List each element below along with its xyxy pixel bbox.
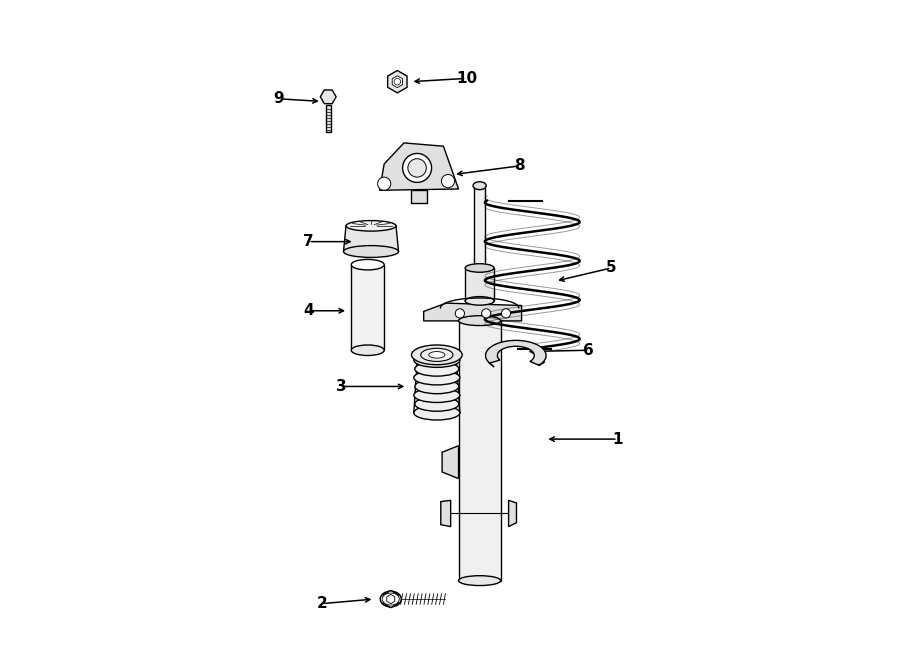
Text: 7: 7 [303,234,314,249]
Ellipse shape [465,297,494,305]
Text: 4: 4 [303,303,314,318]
Ellipse shape [382,593,400,605]
Polygon shape [320,90,336,104]
Text: 5: 5 [606,260,616,276]
Ellipse shape [346,221,396,231]
Text: 8: 8 [514,159,525,173]
Ellipse shape [459,576,500,586]
Text: 3: 3 [336,379,346,394]
Text: 2: 2 [316,596,327,611]
Ellipse shape [473,182,486,190]
Ellipse shape [414,388,460,403]
FancyBboxPatch shape [459,321,500,580]
Circle shape [408,159,427,177]
Text: 9: 9 [274,91,284,106]
Polygon shape [392,76,402,88]
Ellipse shape [465,264,494,272]
Circle shape [455,309,464,318]
Ellipse shape [414,370,460,385]
Polygon shape [388,71,407,93]
Polygon shape [485,340,546,366]
FancyBboxPatch shape [474,186,485,268]
FancyBboxPatch shape [351,264,384,350]
Ellipse shape [420,348,453,362]
Ellipse shape [415,379,459,394]
Polygon shape [508,500,517,527]
Ellipse shape [351,345,384,356]
Circle shape [378,177,391,190]
Circle shape [501,309,510,318]
Ellipse shape [459,316,500,326]
FancyBboxPatch shape [326,104,331,132]
Circle shape [441,175,454,188]
Text: 10: 10 [456,71,477,86]
Polygon shape [442,446,459,479]
Polygon shape [424,303,522,321]
Circle shape [482,309,490,318]
Ellipse shape [428,352,445,358]
Ellipse shape [351,259,384,270]
Text: 1: 1 [613,432,623,447]
Ellipse shape [414,406,460,420]
Circle shape [394,79,400,85]
Polygon shape [387,594,395,603]
Ellipse shape [380,591,401,607]
Polygon shape [441,500,451,527]
Text: 6: 6 [583,343,594,358]
FancyBboxPatch shape [465,268,494,301]
Ellipse shape [411,345,463,365]
Ellipse shape [344,246,399,257]
Polygon shape [344,226,399,252]
Ellipse shape [414,353,460,368]
Circle shape [402,153,432,182]
Polygon shape [410,190,427,204]
Polygon shape [380,143,459,190]
Ellipse shape [415,397,459,411]
Polygon shape [383,590,398,607]
Ellipse shape [415,362,459,376]
